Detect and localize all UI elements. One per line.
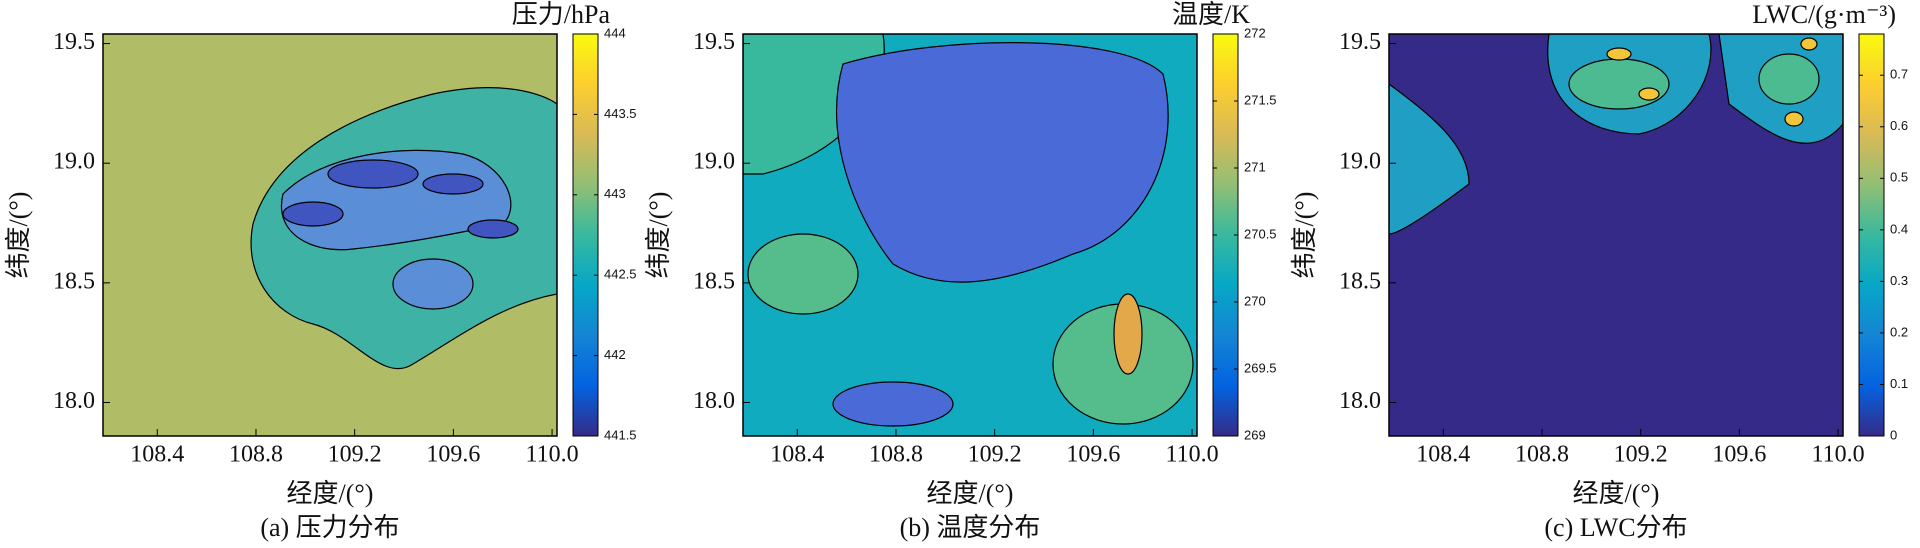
colorbar-tick-label: 269	[1244, 427, 1266, 442]
colorbar-tick-label: 443.5	[604, 106, 637, 121]
colorbar-label: 温度/K	[1172, 0, 1250, 29]
x-tick-label: 109.2	[968, 442, 1022, 468]
colorbar-tick-label: 0.2	[1890, 324, 1908, 339]
x-tick-label: 108.8	[1515, 442, 1569, 468]
x-tick-label: 110.0	[1812, 442, 1865, 468]
y-tick-label: 18.0	[53, 388, 95, 414]
colorbar-tick-label: 269.5	[1244, 360, 1277, 375]
y-axis-label: 纬度/(°)	[1290, 192, 1319, 279]
contour-shapes	[250, 87, 557, 370]
colorbar-tick-label: 441.5	[604, 427, 637, 442]
x-tick-label: 109.6	[1066, 442, 1120, 468]
y-tick-label: 18.5	[1339, 268, 1381, 294]
x-tick-label: 109.2	[1614, 442, 1668, 468]
y-tick-label: 18.5	[53, 268, 95, 294]
x-axis-label: 经度/(°)	[287, 479, 374, 508]
colorbar-tick-label: 0	[1890, 427, 1897, 442]
x-axis-label: 经度/(°)	[1573, 479, 1660, 508]
colorbar-label: LWC/(g·m⁻³)	[1752, 0, 1896, 29]
panel	[742, 33, 1198, 437]
y-tick-label: 19.5	[693, 29, 735, 55]
y-tick-label: 19.0	[53, 149, 95, 175]
colorbar-tick-label: 0.4	[1890, 221, 1908, 236]
y-axis-label: 纬度/(°)	[4, 192, 33, 279]
x-tick-label: 108.4	[130, 442, 184, 468]
colorbar-tick-label: 271.5	[1244, 92, 1277, 107]
x-tick-label: 108.4	[770, 442, 824, 468]
colorbar-tick-label: 0.5	[1890, 170, 1908, 185]
x-tick-label: 108.4	[1416, 442, 1470, 468]
chart-title: (c) LWC分布	[1544, 513, 1687, 542]
contour-shapes	[1389, 34, 1843, 235]
panel	[1388, 33, 1844, 437]
panel	[102, 33, 558, 437]
colorbar-tick-label: 442	[604, 347, 626, 362]
chart-title: (a) 压力分布	[260, 513, 399, 542]
x-tick-label: 110.0	[526, 442, 579, 468]
x-tick-label: 109.6	[1712, 442, 1766, 468]
colorbar	[1858, 33, 1885, 437]
colorbar-tick-label: 272	[1244, 25, 1266, 40]
y-tick-label: 18.0	[693, 388, 735, 414]
colorbar	[572, 33, 599, 437]
y-tick-label: 18.0	[1339, 388, 1381, 414]
contour-shapes	[743, 34, 1194, 427]
colorbar-tick-label: 443	[604, 186, 626, 201]
x-tick-label: 108.8	[229, 442, 283, 468]
y-tick-label: 19.0	[1339, 149, 1381, 175]
y-tick-label: 19.5	[1339, 29, 1381, 55]
colorbar-tick-label: 0.3	[1890, 273, 1908, 288]
colorbar-tick-label: 0.6	[1890, 118, 1908, 133]
colorbar-tick-label: 442.5	[604, 267, 637, 282]
colorbar-tick-label: 271	[1244, 159, 1266, 174]
x-tick-label: 110.0	[1166, 442, 1219, 468]
y-axis-label: 纬度/(°)	[644, 192, 673, 279]
y-tick-label: 18.5	[693, 268, 735, 294]
colorbar-tick-label: 270.5	[1244, 226, 1277, 241]
colorbar-label: 压力/hPa	[512, 0, 611, 29]
colorbar-tick-label: 0.1	[1890, 376, 1908, 391]
colorbar-tick-label: 444	[604, 25, 626, 40]
colorbar-tick-label: 0.7	[1890, 67, 1908, 82]
y-tick-label: 19.5	[53, 29, 95, 55]
colorbar	[1212, 33, 1239, 437]
x-tick-label: 108.8	[869, 442, 923, 468]
chart-title: (b) 温度分布	[900, 513, 1041, 542]
colorbar-tick-label: 270	[1244, 293, 1266, 308]
x-tick-label: 109.6	[426, 442, 480, 468]
y-tick-label: 19.0	[693, 149, 735, 175]
x-tick-label: 109.2	[328, 442, 382, 468]
x-axis-label: 经度/(°)	[927, 479, 1014, 508]
